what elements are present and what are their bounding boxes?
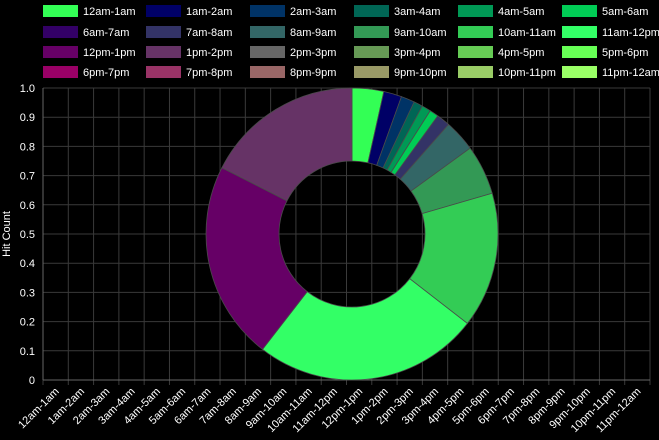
legend-item-1pm-2pm[interactable]: 1pm-2pm <box>146 46 232 59</box>
legend-item-6am-7am[interactable]: 6am-7am <box>43 26 129 39</box>
legend-item-10pm-11pm[interactable]: 10pm-11pm <box>458 66 556 79</box>
legend-label: 12pm-1pm <box>83 47 136 59</box>
legend-item-2am-3am[interactable]: 2am-3am <box>250 5 336 18</box>
legend-item-4am-5am[interactable]: 4am-5am <box>458 5 544 18</box>
slice-11am-12pm[interactable] <box>261 278 468 381</box>
legend-swatch <box>562 66 597 78</box>
legend-item-3pm-4pm[interactable]: 3pm-4pm <box>354 46 440 59</box>
y-tick-label: 1.0 <box>20 83 35 95</box>
legend-item-11pm-12am[interactable]: 11pm-12am <box>562 66 659 79</box>
y-tick-label: 0.7 <box>20 171 35 183</box>
legend-item-12pm-1pm[interactable]: 12pm-1pm <box>43 46 136 59</box>
legend-swatch <box>146 66 181 78</box>
legend-item-12am-1am[interactable]: 12am-1am <box>43 5 136 18</box>
legend-item-3am-4am[interactable]: 3am-4am <box>354 5 440 18</box>
legend-label: 7pm-8pm <box>186 67 232 79</box>
y-tick-label: 0.2 <box>20 317 35 329</box>
legend-swatch <box>354 66 389 78</box>
legend-label: 6am-7am <box>83 27 129 39</box>
legend-swatch <box>146 46 181 58</box>
legend-label: 7am-8am <box>186 27 232 39</box>
legend-label: 6pm-7pm <box>83 67 129 79</box>
legend-item-9am-10am[interactable]: 9am-10am <box>354 26 447 39</box>
legend-swatch <box>43 46 78 58</box>
legend-swatch <box>250 46 285 58</box>
legend-swatch <box>458 5 493 17</box>
y-tick-layer: 0 0.1 0.2 0.3 0.4 0.5 0.6 0.7 0.8 0.9 1.0 <box>20 83 35 387</box>
y-tick-label: 0 <box>29 375 35 387</box>
legend-item-7am-8am[interactable]: 7am-8am <box>146 26 232 39</box>
legend-swatch <box>354 26 389 38</box>
legend-item-4pm-5pm[interactable]: 4pm-5pm <box>458 46 544 59</box>
y-tick-label: 0.1 <box>20 346 35 358</box>
y-tick-label: 0.3 <box>20 287 35 299</box>
legend-swatch <box>354 46 389 58</box>
legend-label: 4pm-5pm <box>498 47 544 59</box>
legend-item-2pm-3pm[interactable]: 2pm-3pm <box>250 46 336 59</box>
legend-swatch <box>562 46 597 58</box>
legend-label: 8pm-9pm <box>290 67 336 79</box>
legend-label: 3am-4am <box>394 6 440 18</box>
legend-label: 8am-9am <box>290 27 336 39</box>
legend-item-8pm-9pm[interactable]: 8pm-9pm <box>250 66 336 79</box>
y-tick-label: 0.6 <box>20 200 35 212</box>
legend-label: 10pm-11pm <box>498 67 556 79</box>
legend-label: 1pm-2pm <box>186 47 232 59</box>
legend-label: 3pm-4pm <box>394 47 440 59</box>
legend-item-10am-11am[interactable]: 10am-11am <box>458 26 556 39</box>
y-axis-title: Hit Count <box>1 211 13 257</box>
legend-item-9pm-10pm[interactable]: 9pm-10pm <box>354 66 447 79</box>
legend-label: 5pm-6pm <box>602 47 648 59</box>
legend-item-5am-6am[interactable]: 5am-6am <box>562 5 648 18</box>
legend-swatch <box>458 66 493 78</box>
legend-item-5pm-6pm[interactable]: 5pm-6pm <box>562 46 648 59</box>
slice-1pm-2pm[interactable] <box>221 87 353 202</box>
legend-label: 1am-2am <box>186 6 232 18</box>
legend-swatch <box>562 26 597 38</box>
legend-swatch <box>354 5 389 17</box>
y-tick-label: 0.8 <box>20 141 35 153</box>
legend-item-1am-2am[interactable]: 1am-2am <box>146 5 232 18</box>
legend-swatch <box>250 5 285 17</box>
y-tick-label: 0.4 <box>20 258 35 270</box>
legend-swatch <box>250 26 285 38</box>
y-tick-label: 0.9 <box>20 112 35 124</box>
legend-item-6pm-7pm[interactable]: 6pm-7pm <box>43 66 129 79</box>
legend-item-11am-12pm[interactable]: 11am-12pm <box>562 26 659 39</box>
legend-swatch <box>43 5 78 17</box>
legend-label: 9am-10am <box>394 27 447 39</box>
legend-swatch <box>43 26 78 38</box>
legend-label: 10am-11am <box>498 27 556 39</box>
legend-label: 9pm-10pm <box>394 67 447 79</box>
legend-swatch <box>250 66 285 78</box>
legend: 12am-1am 1am-2am 2am-3am 3am-4am 4am-5am 5am-… <box>43 5 659 79</box>
legend-swatch <box>458 26 493 38</box>
legend-swatch <box>458 46 493 58</box>
legend-label: 2pm-3pm <box>290 47 336 59</box>
legend-label: 4am-5am <box>498 6 544 18</box>
legend-swatch <box>43 66 78 78</box>
y-tick-label: 0.5 <box>20 229 35 241</box>
legend-item-7pm-8pm[interactable]: 7pm-8pm <box>146 66 232 79</box>
legend-label: 5am-6am <box>602 6 648 18</box>
legend-label: 12am-1am <box>83 6 136 18</box>
legend-swatch <box>146 26 181 38</box>
legend-label: 11pm-12am <box>602 67 659 79</box>
legend-swatch <box>562 5 597 17</box>
slice-layer <box>205 87 499 381</box>
x-tick-layer: 12am-1am1am-2am2am-3am3am-4am4am-5am5am-… <box>16 386 643 435</box>
legend-item-8am-9am[interactable]: 8am-9am <box>250 26 336 39</box>
legend-swatch <box>146 5 181 17</box>
slice-12pm-1pm[interactable] <box>205 167 308 350</box>
legend-label: 11am-12pm <box>602 27 659 39</box>
legend-label: 2am-3am <box>290 6 336 18</box>
